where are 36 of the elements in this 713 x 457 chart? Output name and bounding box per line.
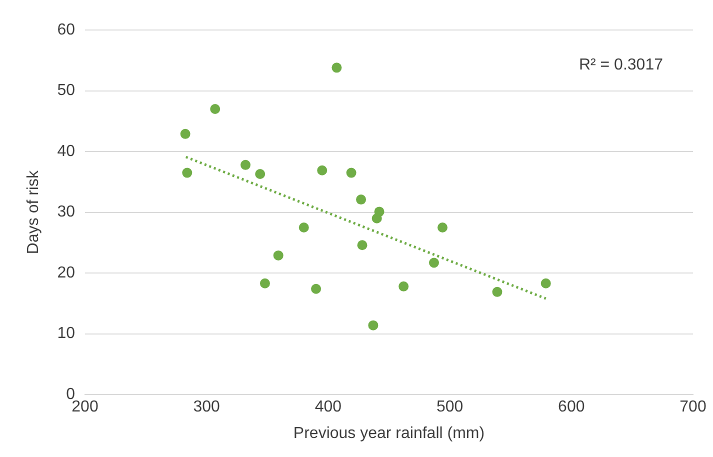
point [240,160,251,170]
y-tick-label: 40 [57,142,76,160]
point [374,206,384,217]
x-tick-label: 600 [558,398,585,416]
x-tick-label: 400 [314,398,342,416]
point [255,169,266,180]
point [298,222,309,232]
point [210,104,220,114]
point [398,281,409,292]
point [428,258,439,268]
y-tick-label: 60 [57,21,76,38]
point [492,286,502,297]
point [182,168,192,178]
point [332,62,342,73]
point [273,250,284,260]
x-tick-label: 300 [193,398,220,416]
point [356,194,366,205]
annotation: R² = 0.3017 [578,56,664,74]
y-tick-label: 50 [57,82,76,100]
y-tick-label: 20 [57,264,76,282]
point [438,222,448,232]
point [260,278,270,288]
point [317,165,328,176]
point [346,168,356,178]
y-axis-title: Days of risk [25,170,42,254]
x-tick-label: 700 [680,398,706,416]
x-tick-label: 200 [72,398,98,416]
point [368,320,378,330]
point [357,240,368,250]
x-axis-title: Previous year rainfall (mm) [293,424,485,442]
y-tick-label: 30 [57,204,76,221]
y-tick-label: 10 [57,325,76,342]
point [311,284,322,294]
x-tick-label: 500 [436,398,464,416]
point [540,278,551,288]
point [180,128,190,139]
